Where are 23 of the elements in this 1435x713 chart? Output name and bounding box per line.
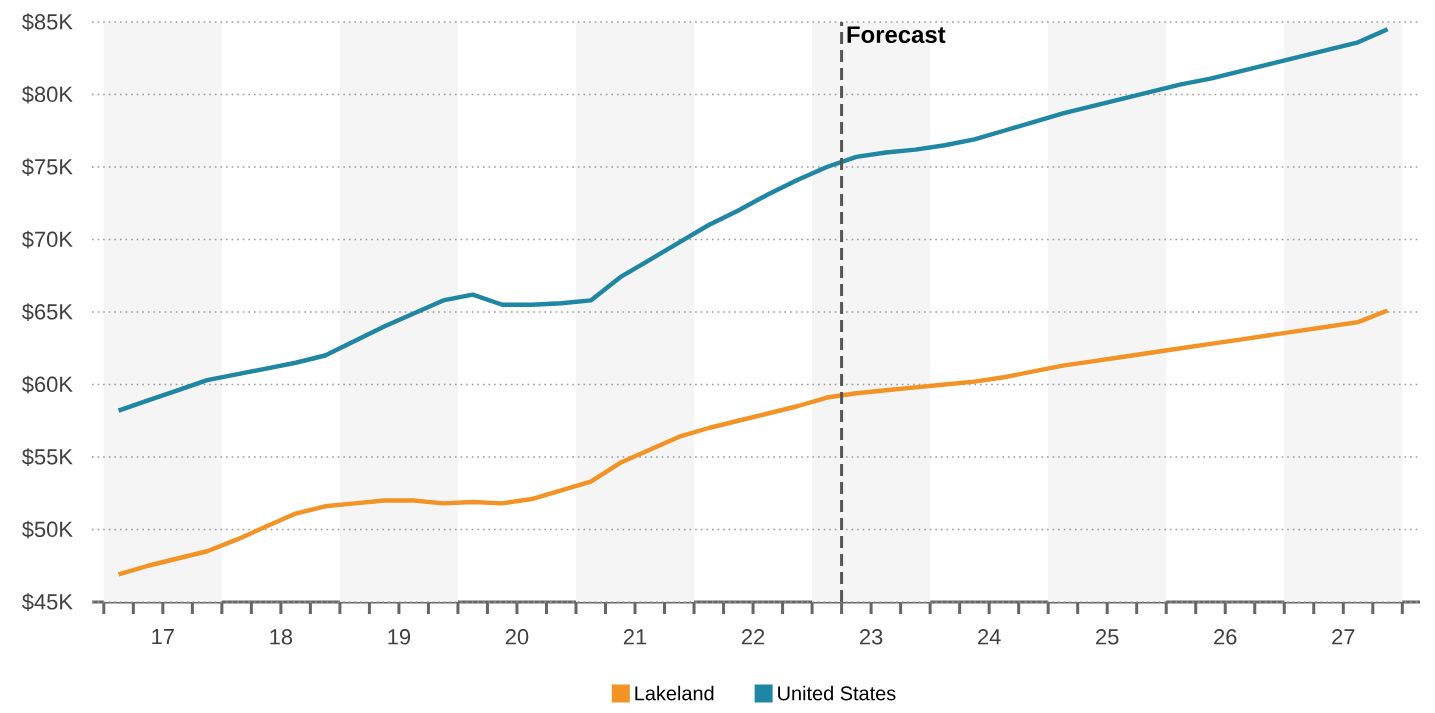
x-tick-label: 20 [505, 629, 529, 645]
x-tick-label: 23 [860, 629, 883, 645]
y-tick-label: $75K [22, 158, 73, 176]
x-tick-label: 21 [623, 629, 647, 645]
y-tick-label: $50K [22, 520, 73, 539]
y-tick-label: $80K [22, 85, 73, 104]
x-tick-label: 18 [270, 629, 293, 645]
legend-label: Lakeland [635, 685, 714, 701]
ref-line-label: Forecast [847, 26, 946, 44]
y-tick-label: $45K [22, 593, 73, 611]
y-tick-label: $60K [22, 375, 73, 394]
x-tick-label: 25 [1096, 629, 1119, 645]
y-tick-label: $85K [22, 13, 73, 31]
y-tick-label: $65K [22, 303, 73, 321]
y-tick-label: $70K [22, 230, 73, 249]
y-tick-label: $55K [22, 448, 73, 466]
x-tick-label: 24 [978, 629, 1001, 645]
x-tick-label: 22 [741, 629, 765, 645]
x-tick-label: 17 [152, 629, 174, 645]
x-tick-label: 19 [388, 629, 411, 645]
x-tick-label: 27 [1332, 629, 1355, 645]
legend-label: United States [778, 685, 896, 701]
x-tick-label: 26 [1214, 629, 1237, 645]
